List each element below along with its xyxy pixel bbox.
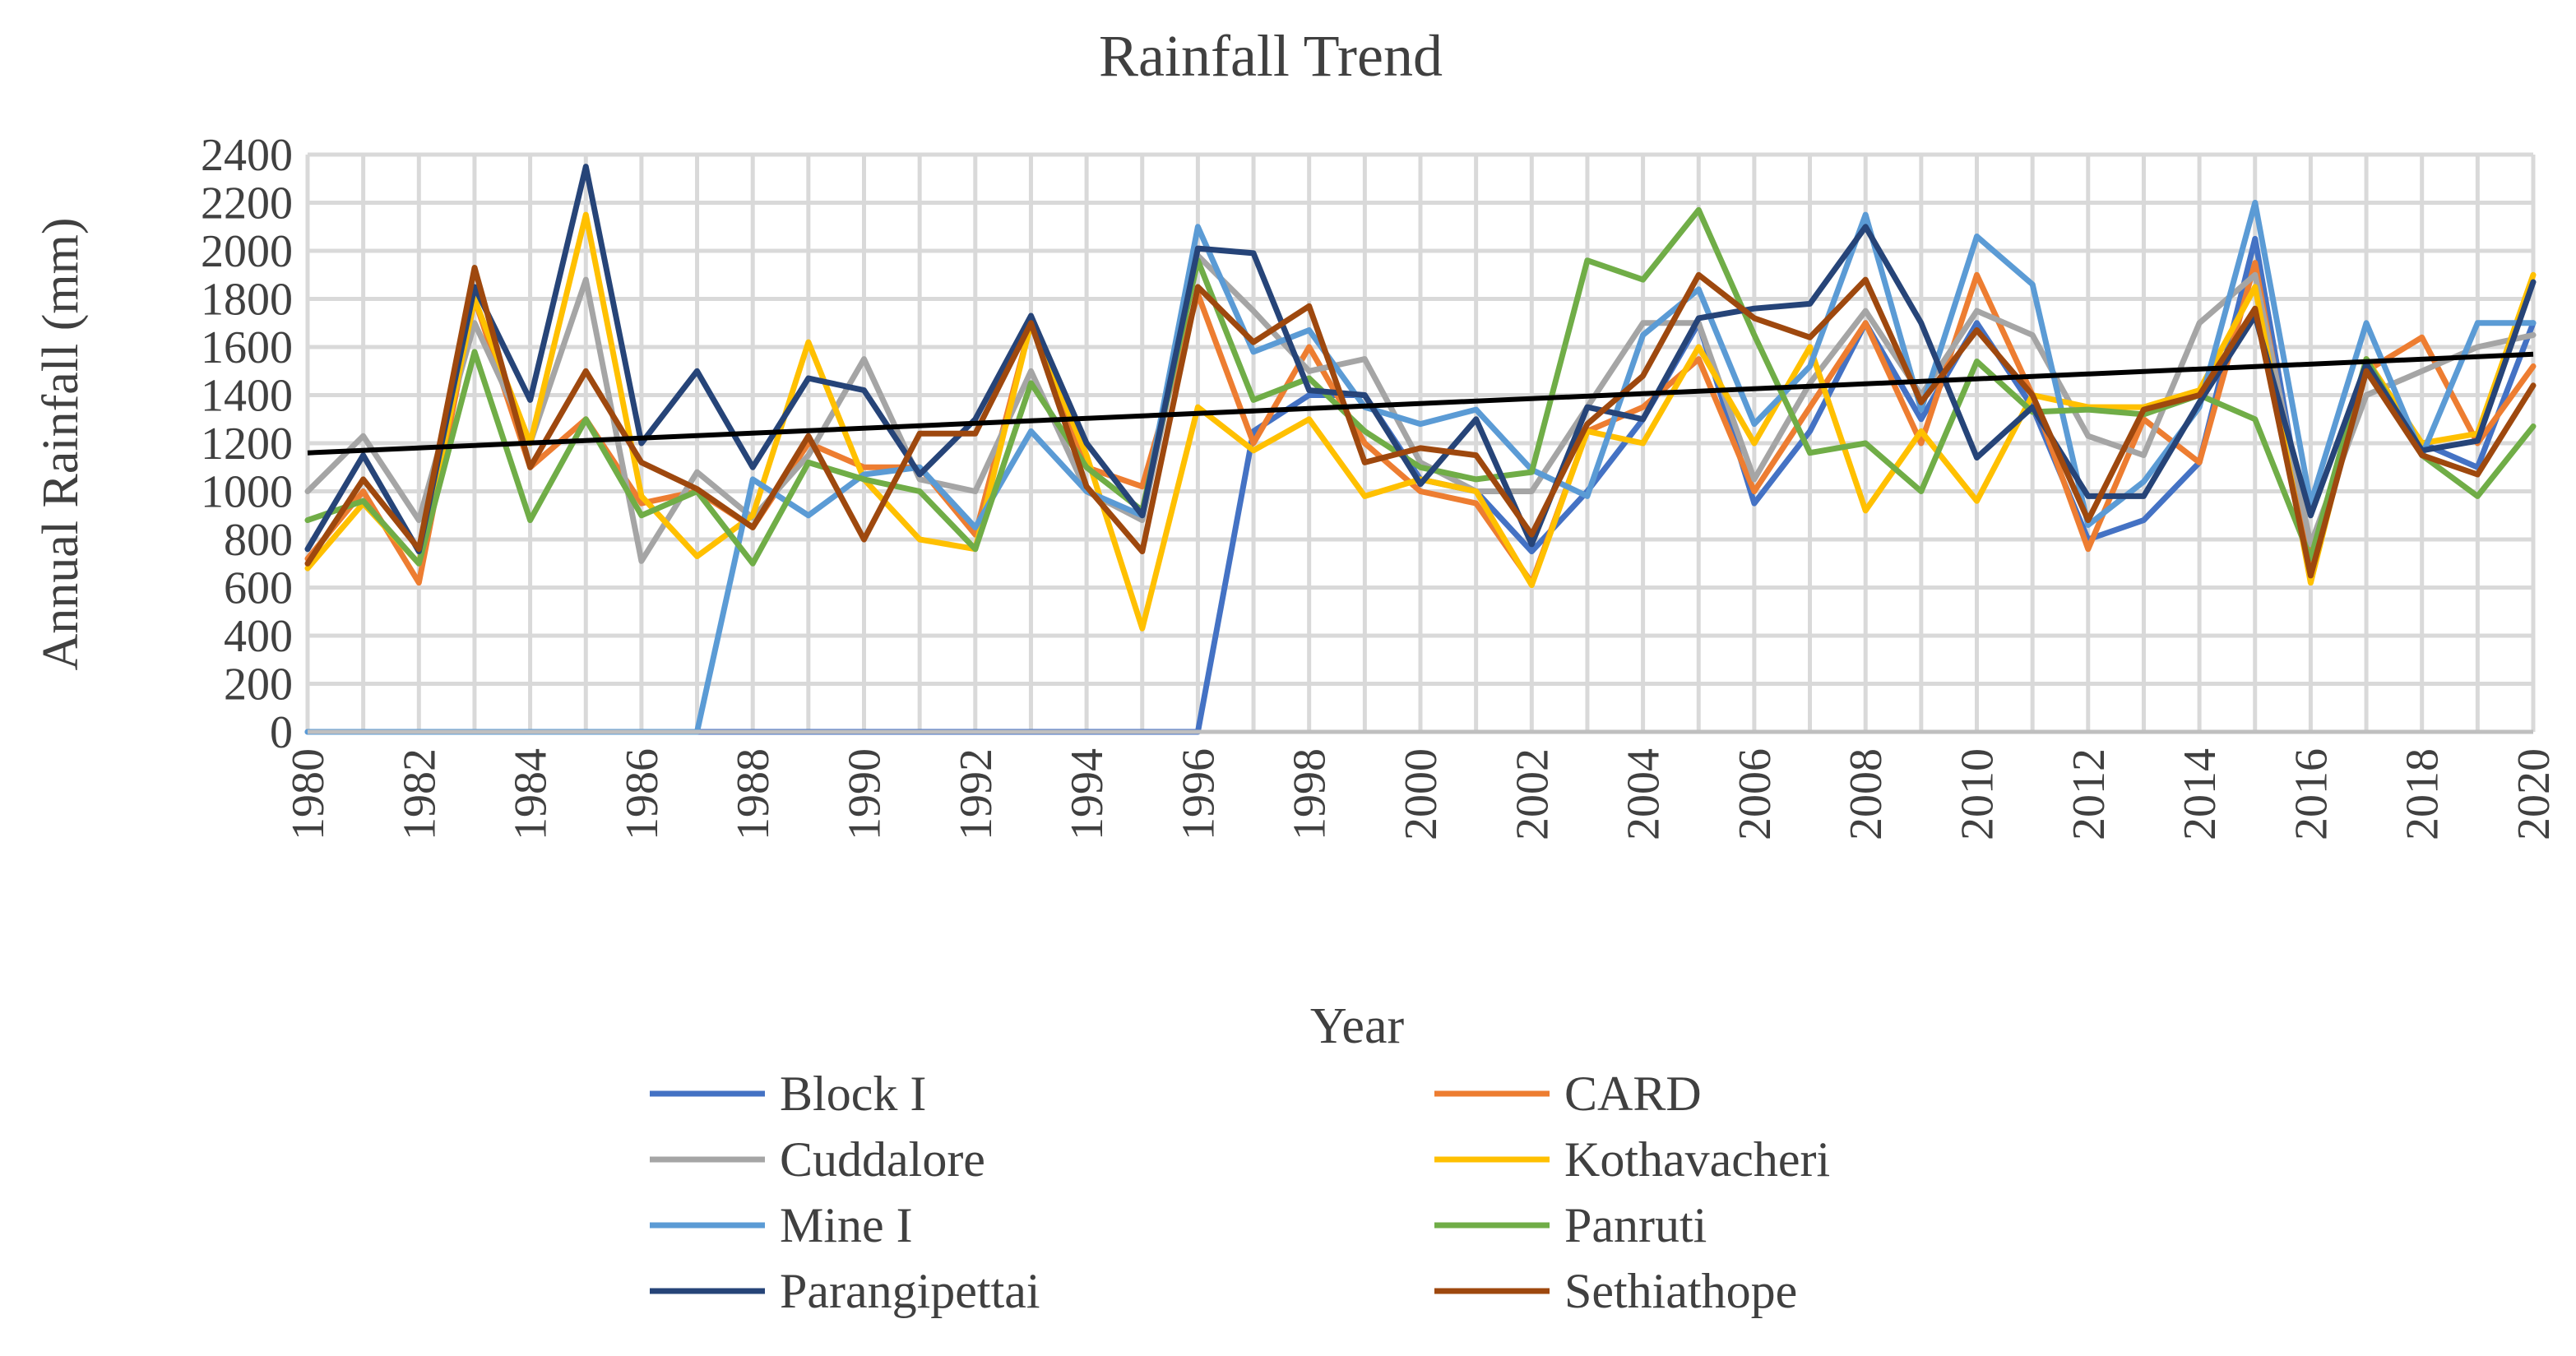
y-tick-label: 1600 bbox=[201, 322, 293, 373]
x-tick-label: 1990 bbox=[840, 748, 891, 840]
y-tick-label: 2000 bbox=[201, 226, 293, 277]
x-tick-label: 1982 bbox=[394, 748, 445, 840]
series-line-card bbox=[304, 260, 2537, 586]
x-tick-label: 1996 bbox=[1173, 748, 1224, 840]
series-lines bbox=[304, 164, 2537, 735]
y-tick-label: 600 bbox=[224, 563, 293, 614]
x-tick-label: 1984 bbox=[506, 748, 557, 840]
series-line-panruti bbox=[304, 206, 2537, 567]
y-tick-label: 1800 bbox=[201, 275, 293, 326]
legend-label-parangipettai: Parangipettai bbox=[780, 1264, 1040, 1318]
axes: 0200400600800100012001400160018002000220… bbox=[201, 130, 2560, 840]
y-tick-label: 800 bbox=[224, 515, 293, 566]
trendline-group bbox=[307, 351, 2534, 456]
y-tick-label: 1200 bbox=[201, 419, 293, 470]
y-tick-label: 400 bbox=[224, 611, 293, 662]
series-line-parangipettai bbox=[304, 164, 2537, 555]
x-tick-label: 1998 bbox=[1285, 748, 1336, 840]
legend-label-card: CARD bbox=[1564, 1067, 1702, 1121]
y-tick-label: 200 bbox=[224, 659, 293, 710]
x-tick-label: 1980 bbox=[283, 748, 334, 840]
legend-label-sethiathope: Sethiathope bbox=[1564, 1264, 1797, 1318]
x-tick-label: 2004 bbox=[1619, 748, 1670, 840]
legend-label-cuddalore: Cuddalore bbox=[780, 1132, 985, 1187]
y-tick-label: 1000 bbox=[201, 467, 293, 518]
y-tick-label: 0 bbox=[270, 707, 293, 758]
x-tick-label: 2008 bbox=[1841, 748, 1892, 840]
y-tick-label: 1400 bbox=[201, 371, 293, 422]
x-tick-label: 2012 bbox=[2064, 748, 2115, 840]
x-tick-label: 2002 bbox=[1507, 748, 1558, 840]
x-tick-label: 2020 bbox=[2509, 748, 2560, 840]
x-tick-label: 2014 bbox=[2175, 748, 2226, 840]
series-line-sethiathope bbox=[304, 265, 2537, 579]
x-tick-label: 1994 bbox=[1062, 748, 1113, 840]
x-tick-label: 2000 bbox=[1396, 748, 1447, 840]
legend-label-block-i: Block I bbox=[780, 1067, 926, 1121]
x-axis-title: Year bbox=[1310, 998, 1405, 1054]
y-tick-label: 2400 bbox=[201, 130, 293, 181]
legend-label-mine-i: Mine I bbox=[780, 1198, 913, 1252]
x-tick-label: 1988 bbox=[728, 748, 779, 840]
x-tick-label: 2016 bbox=[2286, 748, 2337, 840]
chart-title: Rainfall Trend bbox=[1099, 23, 1443, 89]
legend: Block I CARD Cuddalore Kothavacheri Mine I Pa… bbox=[650, 1067, 1830, 1318]
legend-label-panruti: Panruti bbox=[1564, 1198, 1707, 1252]
x-tick-label: 2018 bbox=[2398, 748, 2449, 840]
legend-label-kothavacheri: Kothavacheri bbox=[1564, 1132, 1830, 1187]
y-axis-title: Annual Rainfall (mm) bbox=[33, 218, 89, 671]
trendline bbox=[307, 351, 2534, 456]
y-tick-label: 2200 bbox=[201, 178, 293, 229]
x-tick-label: 2010 bbox=[1953, 748, 2004, 840]
x-tick-label: 1992 bbox=[951, 748, 1002, 840]
x-tick-label: 1986 bbox=[617, 748, 668, 840]
x-tick-label: 2006 bbox=[1730, 748, 1781, 840]
gridlines bbox=[305, 152, 2536, 732]
